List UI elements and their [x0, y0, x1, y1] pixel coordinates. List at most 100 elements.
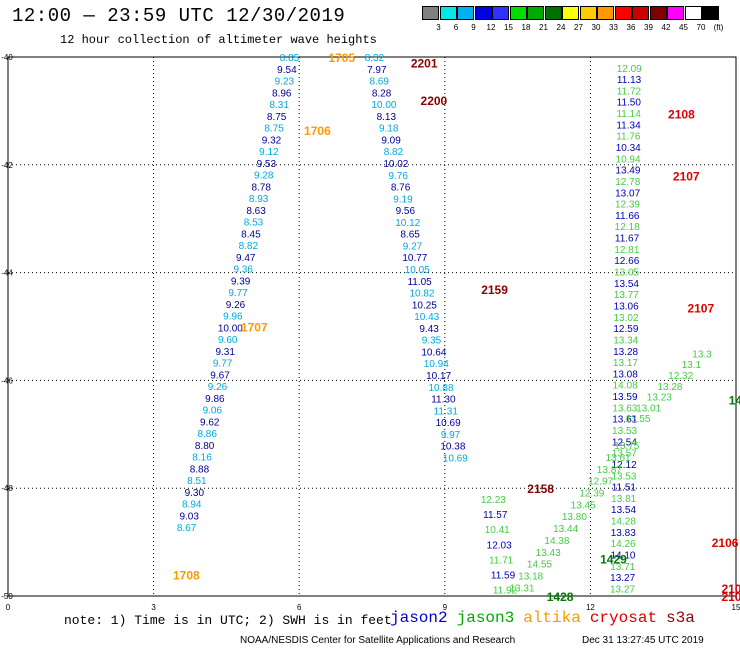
wave-height-value: 9.54: [277, 65, 297, 76]
wave-height-value: 13.07: [615, 188, 640, 199]
wave-height-value: 10.43: [414, 312, 439, 323]
wave-height-value: 13.18: [518, 572, 543, 583]
wave-height-value: 13.55: [625, 414, 650, 425]
wave-height-value: 8.86: [197, 429, 217, 440]
wave-height-value: 9.23: [275, 77, 295, 88]
wave-height-value: 10.00: [371, 100, 396, 111]
y-tick-label: -48: [1, 484, 13, 493]
wave-height-value: 11.31: [434, 406, 459, 417]
wave-height-value: 11.59: [491, 570, 516, 581]
wave-height-value: 9.96: [223, 312, 243, 323]
wave-height-value: 12.66: [614, 256, 639, 267]
wave-height-value: 14.08: [613, 381, 638, 392]
wave-height-value: 13.83: [611, 528, 636, 539]
wave-height-value: 9.56: [396, 206, 416, 217]
pass-time-label: 2159: [481, 283, 508, 297]
wave-height-value: 9.47: [236, 253, 256, 264]
wave-height-value: 8.63: [246, 206, 266, 217]
wave-height-value: 8.80: [195, 441, 215, 452]
scale-swatch: [632, 6, 649, 20]
pass-time-label: 2200: [421, 94, 448, 108]
pass-time-label: 2201: [411, 56, 438, 70]
wave-height-value: 8.82: [239, 241, 259, 252]
scale-label: 30: [591, 23, 601, 32]
wave-height-value: 8.32: [365, 53, 385, 64]
scale-swatch: [614, 6, 632, 20]
wave-height-value: 10.77: [402, 253, 427, 264]
wave-height-value: 10.12: [395, 218, 420, 229]
wave-height-value: 9.26: [226, 300, 246, 311]
wave-height-value: 9.76: [388, 171, 408, 182]
scale-swatch: [492, 6, 509, 20]
pass-time-label: 1708: [173, 568, 200, 582]
scale-label: 12: [486, 23, 496, 32]
wave-height-value: 10.02: [383, 159, 408, 170]
wave-height-value: 13.87: [597, 465, 622, 476]
wave-height-value: 11.71: [489, 555, 514, 566]
wave-height-value: 9.67: [210, 370, 230, 381]
scale-label: 70: [696, 23, 706, 32]
scale-swatch: [457, 6, 474, 20]
wave-height-value: 9.77: [228, 288, 248, 299]
y-tick-label: -50: [1, 592, 13, 601]
footer-credit: NOAA/NESDIS Center for Satellite Applica…: [240, 635, 516, 646]
wave-height-value: 13.27: [610, 584, 635, 595]
wave-height-value: 13.44: [553, 524, 578, 535]
wave-height-value: 9.27: [403, 241, 423, 252]
wave-height-value: 8.96: [272, 88, 292, 99]
wave-height-value: 11.34: [616, 120, 641, 131]
wave-height-value: 10.17: [426, 371, 451, 382]
wave-height-value: 9.62: [200, 417, 220, 428]
wave-height-value: 13.05: [614, 268, 639, 279]
wave-height-value: 12.97: [588, 477, 613, 488]
wave-height-value: 12.18: [615, 222, 640, 233]
scale-label: 33: [609, 23, 618, 32]
wave-height-value: 13.28: [613, 347, 638, 358]
wave-height-value: 13.54: [611, 505, 636, 516]
wave-height-value: 11.57: [483, 510, 508, 521]
wave-height-value: 11.67: [615, 234, 640, 245]
wave-height-value: 8.69: [369, 77, 389, 88]
scale-swatch: [439, 6, 457, 20]
wave-height-value: 9.32: [262, 135, 282, 146]
chart-note: note: 1) Time is in UTC; 2) SWH is in fe…: [64, 613, 392, 628]
wave-height-value: 8.67: [177, 523, 197, 534]
x-tick-label: 0: [6, 603, 11, 612]
wave-height-value: 9.77: [213, 359, 233, 370]
wave-height-value: 10.69: [436, 418, 461, 429]
wave-height-value: 10.69: [443, 453, 468, 464]
wave-height-value: 9.09: [381, 135, 401, 146]
wave-height-value: 13.1: [682, 360, 702, 371]
wave-height-value: 14.26: [611, 539, 636, 550]
wave-height-value: 8.53: [244, 218, 264, 229]
wave-height-value: 13.06: [614, 301, 639, 312]
wave-height-value: 11.13: [617, 75, 642, 86]
wave-height-value: 9.53: [257, 159, 277, 170]
wave-height-value: 13.53: [612, 426, 637, 437]
wave-height-value: 10.00: [218, 323, 243, 334]
scale-swatch: [649, 6, 667, 20]
wave-height-value: 13.71: [610, 562, 635, 573]
scale-label: 24: [556, 23, 566, 32]
wave-height-value: 9.03: [179, 511, 199, 522]
pass-time-label: 2106: [712, 536, 739, 550]
wave-height-value: 7.97: [367, 65, 387, 76]
wave-height-value: 13.54: [614, 279, 639, 290]
wave-height-value: 13.43: [536, 548, 561, 559]
wave-height-value: 8.75: [267, 112, 287, 123]
x-tick-label: 15: [732, 603, 740, 612]
wave-height-value: 8.75: [264, 124, 284, 135]
y-tick-label: -42: [1, 161, 13, 170]
wave-height-value: 11.76: [616, 132, 641, 143]
pass-time-label: 1429: [600, 552, 627, 566]
wave-height-value: 8.13: [377, 112, 397, 123]
wave-height-value: 9.26: [208, 382, 228, 393]
pass-time-label: 2108: [668, 108, 695, 122]
wave-height-value: 10.94: [424, 359, 449, 370]
wave-height-value: 13.34: [613, 335, 638, 346]
scale-swatch: [474, 6, 492, 20]
wave-height-value: 10.34: [616, 143, 641, 154]
wave-height-value: 13.61: [612, 415, 637, 426]
wave-height-value: 12.12: [612, 460, 637, 471]
